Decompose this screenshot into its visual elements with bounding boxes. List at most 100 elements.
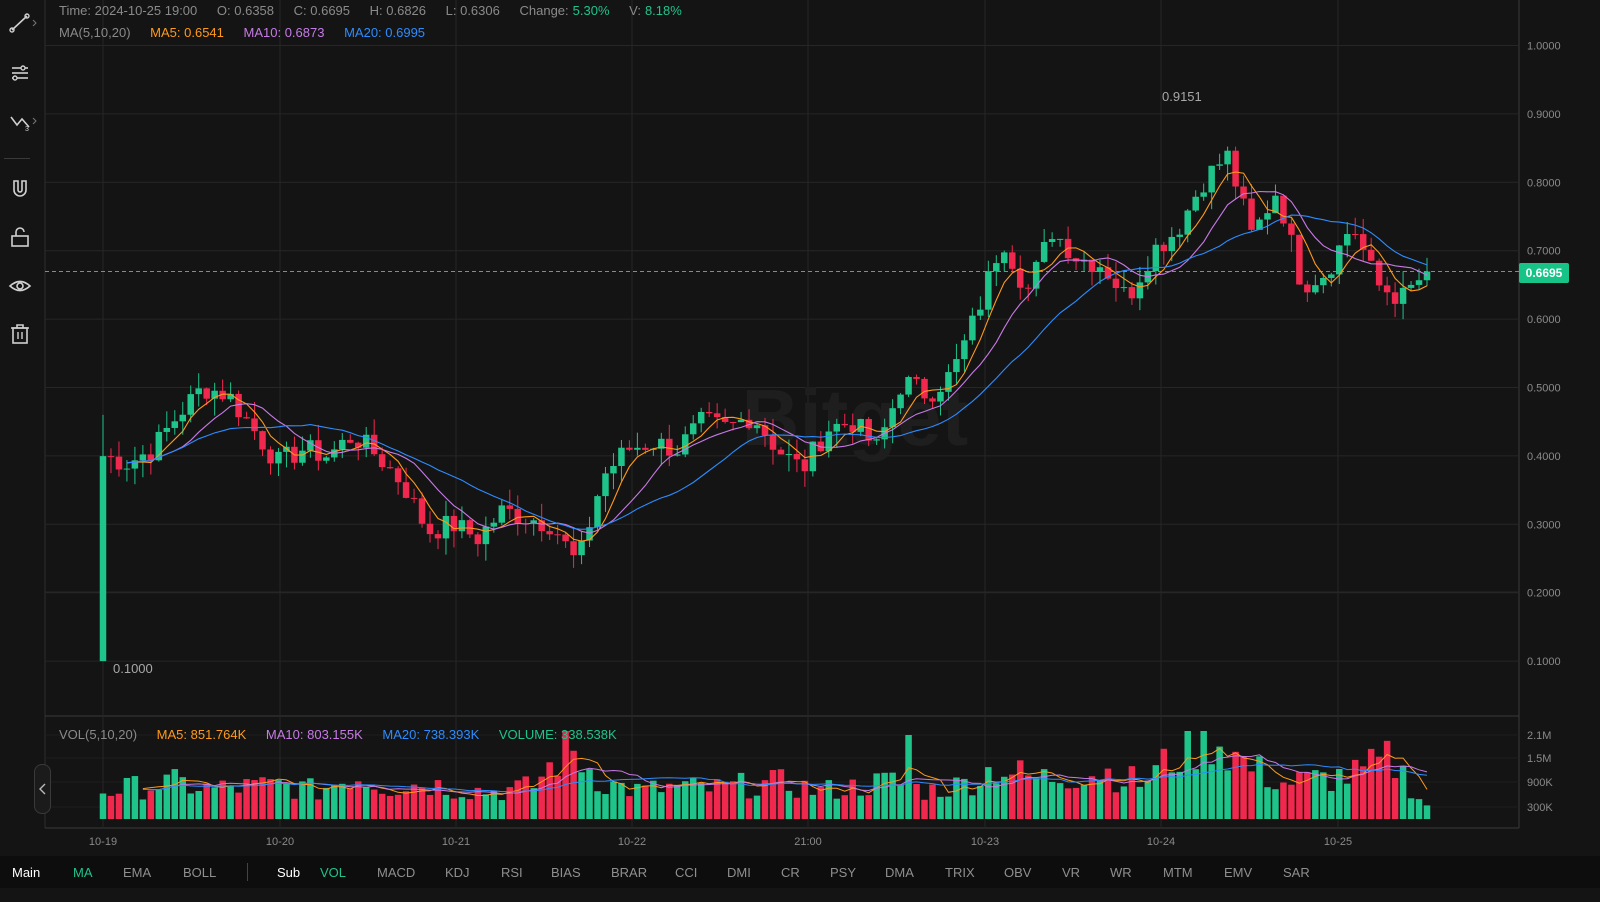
volume-bar	[1383, 740, 1391, 819]
volume-bar	[307, 778, 314, 819]
sub-tab-wr[interactable]: WR	[1110, 864, 1132, 880]
main-tab-ma[interactable]: MA	[73, 864, 93, 880]
volume-bar	[602, 794, 609, 819]
candle-body	[1200, 192, 1207, 197]
main-tab-boll[interactable]: BOLL	[183, 864, 217, 880]
vol-ma10-line	[142, 754, 1428, 795]
candle-body	[1232, 150, 1239, 187]
collapse-toolbar-button[interactable]	[34, 764, 51, 814]
time-tick-label: 10-23	[971, 836, 999, 848]
chart-canvas[interactable]: Bitget 0.1000 0.2000 0.3000 0.4000 0.5000 0.6…	[0, 0, 1600, 856]
sub-tab-cr[interactable]: CR	[781, 864, 800, 880]
volume-bar	[626, 796, 633, 819]
volume-bar	[1056, 783, 1064, 819]
candle-body	[897, 394, 904, 409]
volume-bar	[1072, 787, 1080, 819]
volume-bar	[450, 798, 458, 819]
volume-bar	[809, 794, 817, 819]
sub-tab-dma[interactable]: DMA	[885, 864, 914, 880]
volume-bar	[171, 769, 179, 819]
candle-body	[402, 482, 410, 498]
volume-bar	[1032, 778, 1040, 819]
line-tool-button[interactable]	[0, 6, 40, 40]
pattern-tool-icon: 3	[10, 116, 30, 133]
time-tick-label: 10-24	[1147, 836, 1175, 848]
sub-tab-kdj[interactable]: KDJ	[445, 864, 470, 880]
candle-body	[171, 421, 179, 428]
price-tick-label: 0.3000	[1527, 519, 1561, 531]
candle-body	[1264, 213, 1271, 220]
vol-legend-row: VOL(5,10,20) MA5: 851.764K MA10: 803.155…	[59, 727, 617, 745]
volume-bar	[211, 787, 218, 819]
sub-tab-psy[interactable]: PSY	[830, 864, 857, 880]
open-readout: O: 0.6358	[216, 3, 275, 18]
volume-bar	[785, 790, 793, 819]
magnet-button[interactable]	[0, 172, 40, 206]
volume-bar	[921, 799, 928, 819]
volume-tick-label: 900K	[1527, 777, 1553, 789]
indicator-settings-button[interactable]	[0, 56, 40, 90]
volume-bar	[1256, 756, 1263, 819]
candle-body	[610, 466, 617, 474]
candle-body	[458, 520, 466, 532]
volume-bar	[538, 776, 545, 819]
candle-body	[618, 447, 625, 467]
ma-legend-row: MA(5,10,20) MA5: 0.6541 MA10: 0.6873 MA2…	[59, 25, 425, 43]
volume-bar	[347, 788, 354, 819]
sub-tab-trix[interactable]: TRIX	[945, 864, 975, 880]
sub-tab-cci[interactable]: CCI	[675, 864, 698, 880]
pattern-tool-button[interactable]: 3	[0, 104, 40, 138]
candle-body	[227, 393, 234, 400]
candle-body	[195, 388, 202, 395]
price-tick-label: 1.0000	[1527, 41, 1561, 53]
volume-bar	[889, 772, 896, 819]
candle-body	[163, 427, 171, 432]
candle-body	[689, 423, 697, 435]
candle-body	[634, 447, 641, 450]
sub-tab-mtm[interactable]: MTM	[1163, 864, 1193, 880]
volume-bar	[969, 795, 976, 819]
volume-bar	[267, 779, 274, 819]
candle-body	[1351, 234, 1359, 236]
sub-tab-emv[interactable]: EMV	[1224, 864, 1253, 880]
lock-button[interactable]	[0, 220, 40, 254]
volume-bar	[155, 789, 163, 819]
candle-body	[1320, 277, 1327, 286]
sub-tab-macd[interactable]: MACD	[377, 864, 416, 880]
candle-body	[913, 377, 920, 379]
candle-body	[626, 447, 633, 450]
main-tab-ema[interactable]: EMA	[123, 864, 152, 880]
price-tick-label: 0.9000	[1527, 109, 1561, 121]
sub-tab-dmi[interactable]: DMI	[727, 864, 751, 880]
sub-tab-vr[interactable]: VR	[1062, 864, 1081, 880]
candle-body	[833, 423, 841, 432]
volume-bar	[1048, 781, 1056, 819]
volume-bar	[937, 796, 944, 819]
candle-body	[426, 523, 434, 535]
volume-bar	[793, 797, 801, 819]
volume-bar	[131, 776, 139, 819]
candle-body	[99, 456, 107, 662]
visibility-button[interactable]	[0, 269, 40, 303]
candle-body	[299, 450, 306, 463]
sub-tab-bias[interactable]: BIAS	[551, 864, 581, 880]
volume-bar	[1359, 766, 1367, 819]
volume-bar	[897, 784, 904, 819]
delete-button[interactable]	[0, 317, 40, 351]
sub-tab-rsi[interactable]: RSI	[501, 864, 523, 880]
candle-body	[594, 496, 601, 528]
sub-tab-obv[interactable]: OBV	[1004, 864, 1032, 880]
volume-bar	[123, 777, 131, 819]
volume-bar	[961, 778, 968, 819]
volume-bar	[658, 792, 665, 819]
volume-bar	[1375, 756, 1383, 819]
time-tick-label: 21:00	[794, 836, 822, 848]
volume-bar	[929, 784, 936, 819]
candle-body	[1024, 287, 1032, 289]
volume-bar	[1080, 785, 1088, 819]
sub-tab-sar[interactable]: SAR	[1283, 864, 1310, 880]
ma20-line	[126, 214, 1428, 530]
sub-tab-brar[interactable]: BRAR	[611, 864, 648, 880]
sub-tab-vol[interactable]: VOL	[320, 864, 347, 880]
volume-bar	[642, 785, 649, 819]
